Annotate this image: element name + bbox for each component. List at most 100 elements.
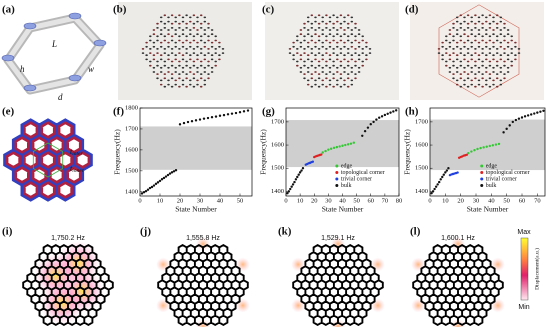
resonator — [445, 39, 448, 42]
data-point — [300, 169, 303, 172]
resonator — [477, 54, 481, 57]
resonator — [499, 79, 503, 82]
resonator — [288, 48, 292, 50]
resonator — [288, 52, 292, 54]
resonator — [499, 41, 503, 44]
resonator — [503, 52, 506, 54]
resonator — [314, 66, 317, 69]
legend-swatch — [335, 171, 339, 174]
resonator — [321, 79, 325, 82]
data-point — [502, 131, 505, 134]
resonator — [159, 83, 163, 86]
data-point — [517, 117, 521, 120]
resonator — [163, 60, 167, 63]
data-point — [214, 115, 218, 118]
resonator — [178, 73, 181, 75]
data-point — [494, 143, 498, 146]
resonator — [167, 79, 170, 82]
data-point — [246, 109, 250, 112]
resonator — [463, 45, 466, 48]
resonator — [196, 20, 199, 23]
resonator — [181, 66, 185, 69]
resonator — [448, 54, 452, 57]
resonator — [296, 64, 299, 67]
x-tick-label: 40 — [217, 197, 224, 204]
resonator — [178, 48, 181, 50]
resonator — [514, 41, 517, 44]
resonator — [192, 22, 196, 25]
resonator — [455, 29, 459, 31]
resonator — [321, 33, 325, 36]
resonator — [214, 64, 217, 67]
data-point — [433, 187, 436, 191]
resonator — [218, 45, 221, 48]
resonator — [203, 41, 207, 44]
y-axis-label: Frequency(Hz) — [259, 129, 268, 175]
resonator — [503, 22, 506, 25]
resonator — [292, 58, 295, 61]
resonator — [346, 35, 350, 38]
data-point — [335, 145, 339, 149]
resonator — [488, 52, 492, 54]
mode-frequency: 1,555.8 Hz — [186, 235, 220, 242]
resonator — [145, 54, 148, 57]
resonator — [470, 45, 474, 48]
y-tick-label: 1600 — [271, 142, 284, 149]
resonator — [477, 45, 481, 48]
resonator — [459, 64, 463, 67]
resonator — [321, 45, 325, 48]
resonator — [339, 14, 343, 17]
resonator — [192, 60, 196, 63]
photo — [118, 2, 252, 100]
resonator — [167, 66, 170, 69]
resonator — [495, 39, 499, 42]
resonator — [152, 66, 156, 69]
resonator — [199, 14, 203, 17]
resonator — [296, 60, 299, 63]
resonator — [306, 41, 310, 44]
resonator — [314, 83, 317, 86]
data-point — [293, 180, 296, 184]
resonator — [163, 77, 167, 80]
resonator — [506, 33, 510, 36]
data-point — [369, 123, 372, 126]
resonator — [181, 45, 185, 48]
resonator — [325, 48, 328, 50]
resonator — [354, 35, 357, 38]
data-point — [434, 185, 438, 188]
legend-label: bulk — [341, 183, 352, 189]
resonator — [210, 71, 214, 73]
panel-label: (c) — [262, 4, 275, 16]
data-point — [372, 120, 375, 124]
resonator — [474, 22, 477, 25]
resonator — [463, 71, 466, 73]
legend-label: edge — [486, 163, 498, 169]
resonator — [196, 71, 199, 73]
resonator — [149, 64, 152, 67]
coupling-symbol: t — [70, 147, 73, 156]
colorbar-min: Min — [518, 304, 529, 311]
data-point — [321, 151, 324, 154]
resonator — [321, 41, 325, 44]
resonator — [517, 48, 521, 50]
resonator — [141, 48, 145, 50]
resonator — [210, 41, 214, 44]
resonator — [299, 54, 303, 57]
data-point — [394, 109, 398, 112]
resonator — [463, 66, 466, 69]
resonator — [448, 29, 452, 31]
resonator — [470, 66, 474, 69]
mode-frequency: 1,600.1 Hz — [441, 235, 475, 242]
resonator — [339, 85, 343, 88]
resonator — [510, 60, 513, 63]
resonator — [343, 79, 346, 82]
resonator — [317, 77, 321, 80]
resonator — [481, 52, 484, 54]
resonator — [210, 29, 214, 31]
resonator — [196, 83, 199, 86]
legend-label: trivial corner — [341, 176, 372, 182]
resonator — [346, 27, 350, 29]
resonator — [149, 52, 152, 54]
resonator — [357, 41, 361, 44]
resonator — [463, 33, 466, 36]
